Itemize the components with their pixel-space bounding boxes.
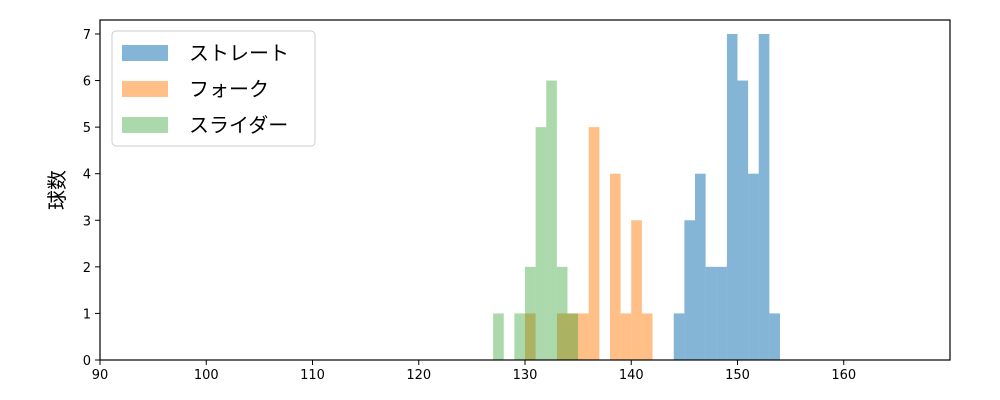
y-tick-label: 1: [83, 307, 91, 322]
x-tick-label: 120: [406, 368, 431, 383]
bar-series-1: [578, 313, 589, 360]
y-tick-label: 5: [83, 121, 91, 136]
x-tick-label: 100: [194, 368, 219, 383]
legend-label-2: スライダー: [189, 113, 288, 137]
legend-swatch-1: [122, 81, 168, 97]
y-tick-label: 0: [83, 354, 91, 369]
bar-series-0: [705, 266, 717, 360]
x-tick-label: 110: [300, 368, 325, 383]
bar-series-2: [556, 266, 568, 360]
legend-label-1: フォーク: [189, 77, 269, 101]
x-tick-label: 130: [513, 368, 538, 383]
x-tick-label: 90: [92, 368, 109, 383]
bar-series-0: [758, 33, 770, 361]
x-axis: 90 100 110 120 130 140 150 160: [92, 360, 856, 383]
bar-series-0: [769, 313, 780, 360]
bar-series-2: [567, 313, 579, 360]
bar-series-2: [493, 313, 504, 360]
bar-series-1: [525, 313, 536, 360]
bar-series-0: [684, 220, 695, 360]
bar-series-1: [631, 220, 642, 360]
y-tick-label: 7: [83, 28, 91, 43]
y-axis-label: 球数: [45, 170, 69, 210]
legend-label-0: ストレート: [189, 41, 289, 65]
bar-series-2: [535, 127, 547, 360]
bar-series-0: [695, 173, 706, 360]
y-tick-label: 4: [83, 168, 91, 183]
y-tick-label: 6: [83, 75, 91, 90]
bar-series-2: [546, 80, 557, 360]
bar-series-2: [514, 313, 525, 360]
bar-series-0: [716, 266, 727, 360]
bar-series-2: [525, 266, 536, 360]
bar-series-1: [588, 127, 600, 360]
bar-series-0: [748, 173, 759, 360]
legend-swatch-0: [122, 45, 168, 61]
bar-series-1: [567, 313, 579, 360]
bar-series-0: [673, 313, 685, 360]
bars-layer: [493, 33, 780, 361]
bar-series-0: [726, 33, 738, 361]
bar-series-1: [610, 173, 621, 360]
y-axis: 0 1 2 3 4 5 6 7: [83, 28, 100, 369]
bar-series-0: [737, 80, 749, 360]
legend-swatch-2: [122, 117, 168, 133]
bar-series-1: [641, 313, 653, 360]
plot-area: [99, 19, 951, 361]
bar-series-1: [556, 313, 568, 360]
y-tick-label: 3: [83, 214, 91, 229]
x-tick-label: 140: [619, 368, 644, 383]
x-tick-label: 160: [831, 368, 856, 383]
x-tick-label: 150: [725, 368, 750, 383]
y-tick-label: 2: [83, 261, 91, 276]
bar-series-1: [620, 313, 632, 360]
